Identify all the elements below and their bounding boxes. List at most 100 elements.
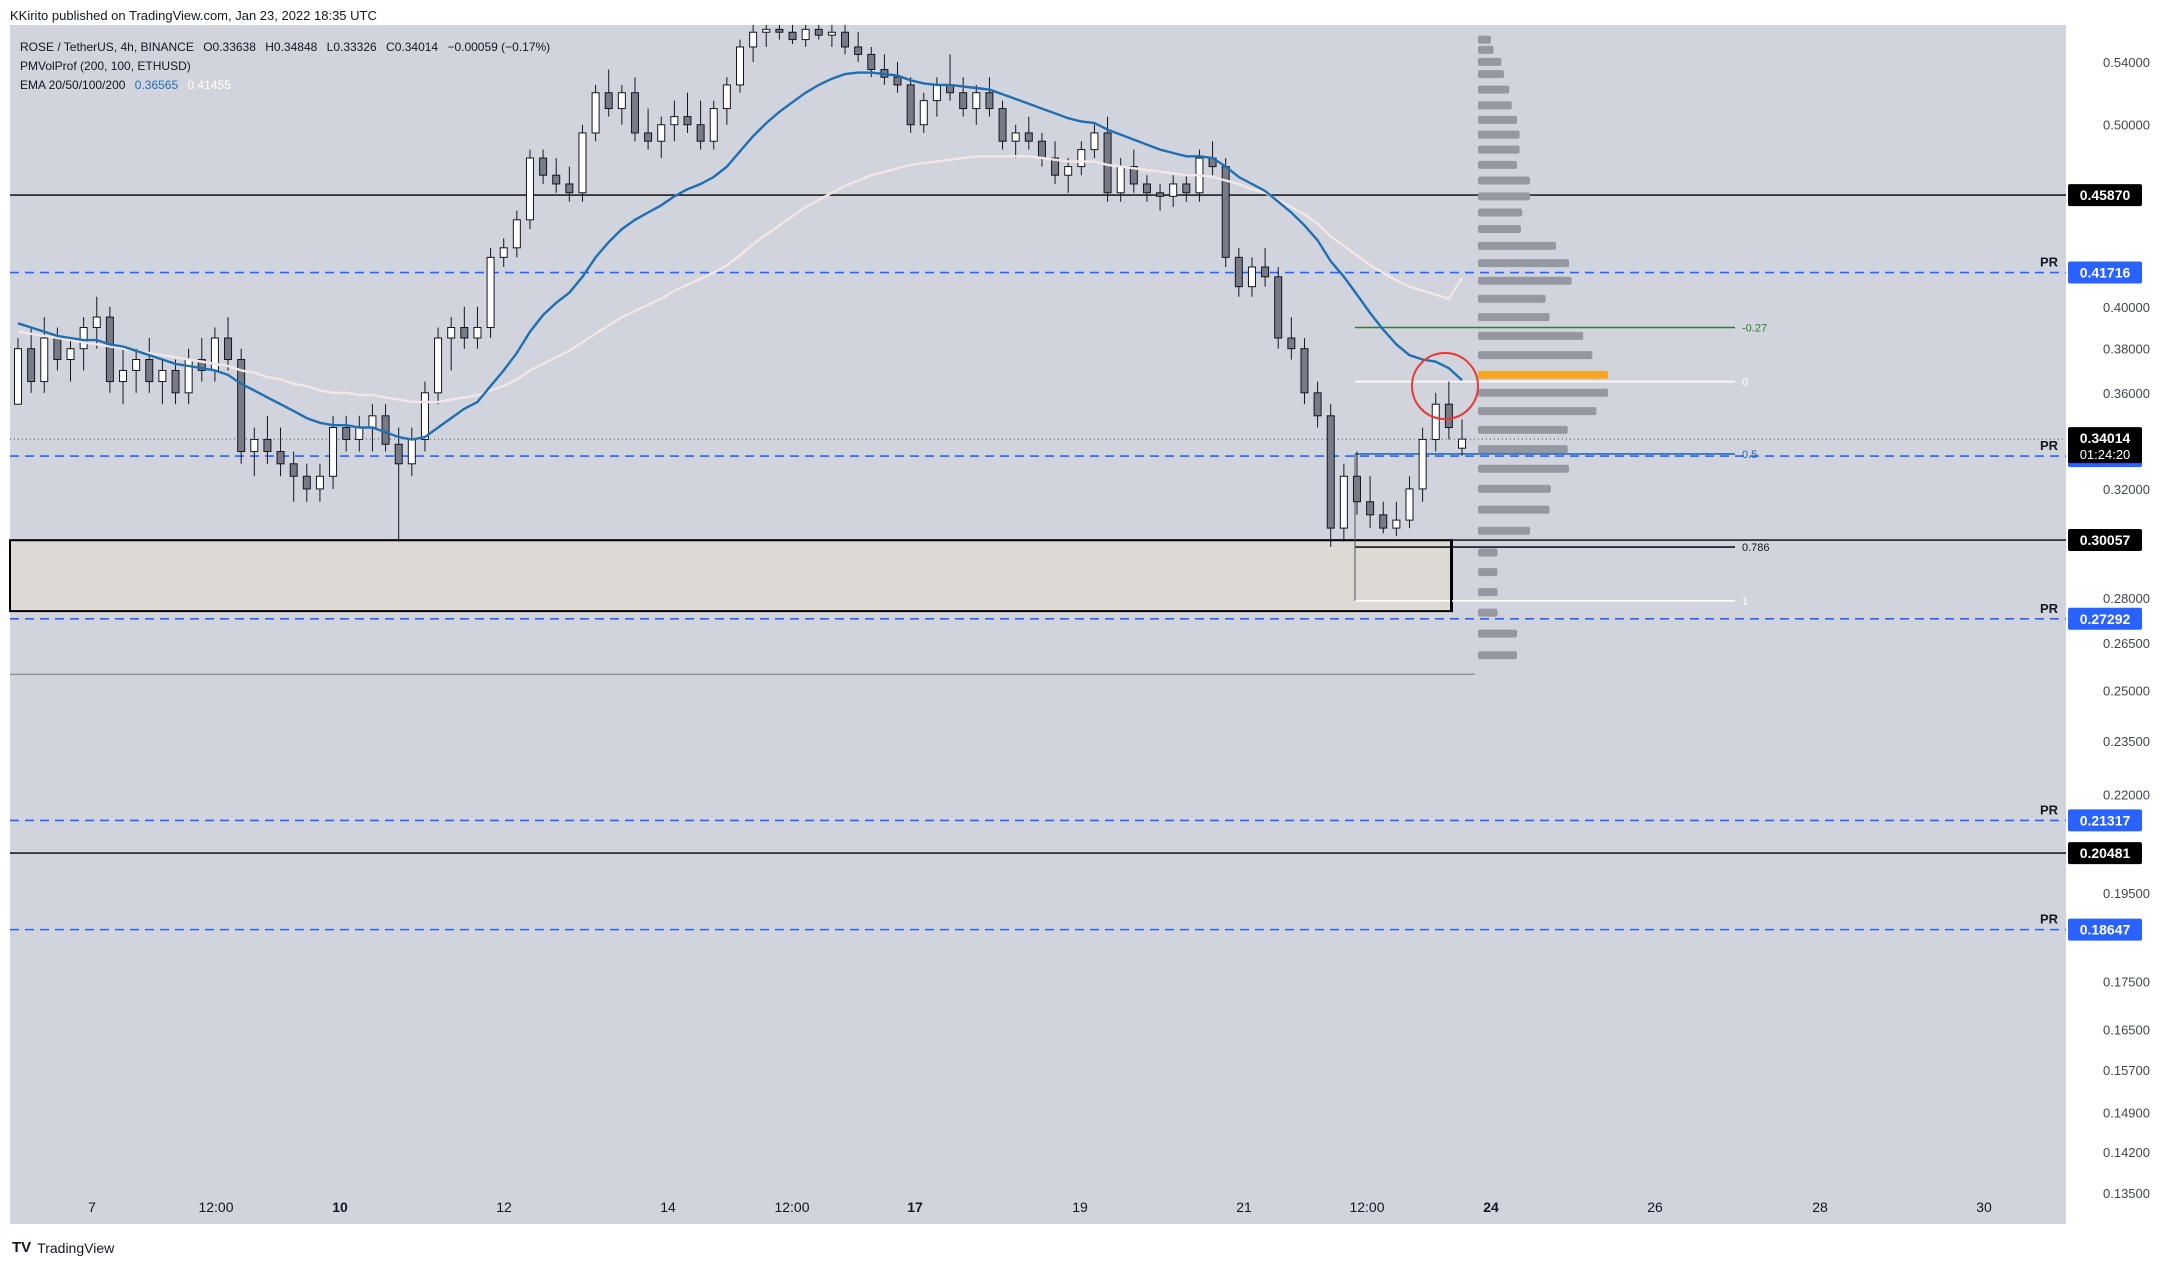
candle-up[interactable] [499, 247, 508, 258]
candle-down[interactable] [998, 108, 1007, 142]
candle-down[interactable] [539, 157, 548, 176]
candle-up[interactable] [827, 31, 836, 36]
candle-up[interactable] [1418, 438, 1427, 490]
rejection-circle[interactable] [1411, 352, 1479, 421]
candle-down[interactable] [775, 28, 784, 33]
candle-up[interactable] [512, 219, 521, 249]
candle-up[interactable] [1431, 403, 1440, 440]
candle-down[interactable] [1156, 192, 1165, 197]
candle-down[interactable] [27, 348, 36, 383]
candle-down[interactable] [552, 174, 561, 185]
candle-up[interactable] [447, 326, 456, 339]
candle-up[interactable] [932, 84, 941, 102]
candle-down[interactable] [394, 443, 403, 465]
candle-up[interactable] [250, 438, 259, 453]
candle-up[interactable] [1064, 166, 1073, 176]
candle-down[interactable] [302, 475, 311, 490]
candle-up[interactable] [578, 132, 587, 194]
candle-up[interactable] [407, 438, 416, 465]
candle-up[interactable] [617, 92, 626, 110]
candle-down[interactable] [1366, 501, 1375, 516]
candle-down[interactable] [906, 84, 915, 126]
candle-down[interactable] [841, 31, 850, 48]
candle-up[interactable] [473, 326, 482, 339]
candle-up[interactable] [1169, 183, 1178, 197]
candle-up[interactable] [132, 358, 141, 371]
candle-down[interactable] [788, 31, 797, 41]
candle-up[interactable] [749, 31, 758, 48]
candle-up[interactable] [355, 427, 364, 440]
candle-up[interactable] [420, 392, 429, 440]
candle-up[interactable] [1077, 149, 1086, 168]
candle-up[interactable] [657, 124, 666, 142]
candle-up[interactable] [40, 337, 49, 383]
candle-up[interactable] [972, 92, 981, 110]
candle-up[interactable] [329, 427, 338, 477]
candle-down[interactable] [1037, 140, 1046, 159]
candle-down[interactable] [630, 92, 639, 134]
candle-up[interactable] [736, 46, 744, 86]
candle-down[interactable] [867, 53, 876, 71]
ema-slow-line[interactable] [17, 155, 1464, 404]
candle-down[interactable] [1444, 403, 1453, 429]
candle-down[interactable] [342, 427, 351, 440]
candle-up[interactable] [801, 28, 810, 41]
candle-up[interactable] [1116, 166, 1125, 194]
candle-up[interactable] [1247, 266, 1256, 288]
candle-down[interactable] [263, 438, 272, 453]
candle-up[interactable] [368, 415, 377, 429]
candle-down[interactable] [644, 132, 653, 142]
candle-down[interactable] [959, 92, 968, 110]
candle-down[interactable] [1379, 514, 1388, 529]
candle-up[interactable] [434, 337, 443, 394]
candle-up[interactable] [670, 116, 679, 126]
candle-up[interactable] [1090, 132, 1099, 151]
candle-down[interactable] [565, 183, 574, 194]
candle-down[interactable] [1326, 415, 1335, 529]
candle-down[interactable] [1103, 132, 1112, 194]
candle-up[interactable] [1339, 475, 1348, 529]
candle-up[interactable] [762, 28, 771, 33]
candle-down[interactable] [1234, 256, 1243, 288]
candle-down[interactable] [1182, 183, 1191, 194]
candle-down[interactable] [604, 92, 613, 110]
candle-down[interactable] [53, 337, 62, 360]
ema-fast-line[interactable] [17, 71, 1463, 441]
candle-up[interactable] [1458, 438, 1466, 449]
candle-down[interactable] [237, 358, 246, 453]
candle-up[interactable] [1392, 519, 1401, 529]
tradingview-logo[interactable]: TV TradingView [12, 1239, 114, 1256]
candle-down[interactable] [1051, 157, 1060, 176]
candle-down[interactable] [814, 28, 823, 36]
candle-down[interactable] [460, 326, 469, 339]
candle-down[interactable] [1274, 276, 1283, 339]
candle-up[interactable] [919, 100, 928, 126]
candle-down[interactable] [985, 92, 994, 110]
candle-down[interactable] [171, 369, 180, 394]
candle-up[interactable] [486, 256, 495, 328]
candle-up[interactable] [158, 369, 167, 383]
candle-down[interactable] [197, 358, 206, 371]
candle-up[interactable] [591, 92, 600, 134]
candle-down[interactable] [893, 76, 902, 86]
demand-zone[interactable] [9, 539, 1453, 613]
candle-up[interactable] [210, 337, 219, 371]
candle-up[interactable] [722, 84, 731, 110]
indicator-vp-label[interactable]: PMVolProf (200, 100, ETHUSD) [20, 59, 191, 73]
candle-down[interactable] [683, 116, 692, 126]
candle-down[interactable] [276, 451, 285, 465]
candle-down[interactable] [145, 358, 154, 383]
candle-down[interactable] [381, 415, 390, 445]
candle-down[interactable] [105, 316, 114, 383]
candle-down[interactable] [1287, 337, 1296, 350]
candle-down[interactable] [854, 46, 863, 55]
symbol-label[interactable]: ROSE / TetherUS, 4h, BINANCE [20, 40, 194, 54]
candle-up[interactable] [315, 475, 324, 490]
candle-down[interactable] [1129, 166, 1138, 185]
candle-up[interactable] [92, 316, 101, 328]
candle-up[interactable] [1405, 488, 1414, 521]
candle-up[interactable] [66, 348, 75, 360]
candle-down[interactable] [224, 337, 233, 360]
candle-down[interactable] [1142, 183, 1151, 194]
